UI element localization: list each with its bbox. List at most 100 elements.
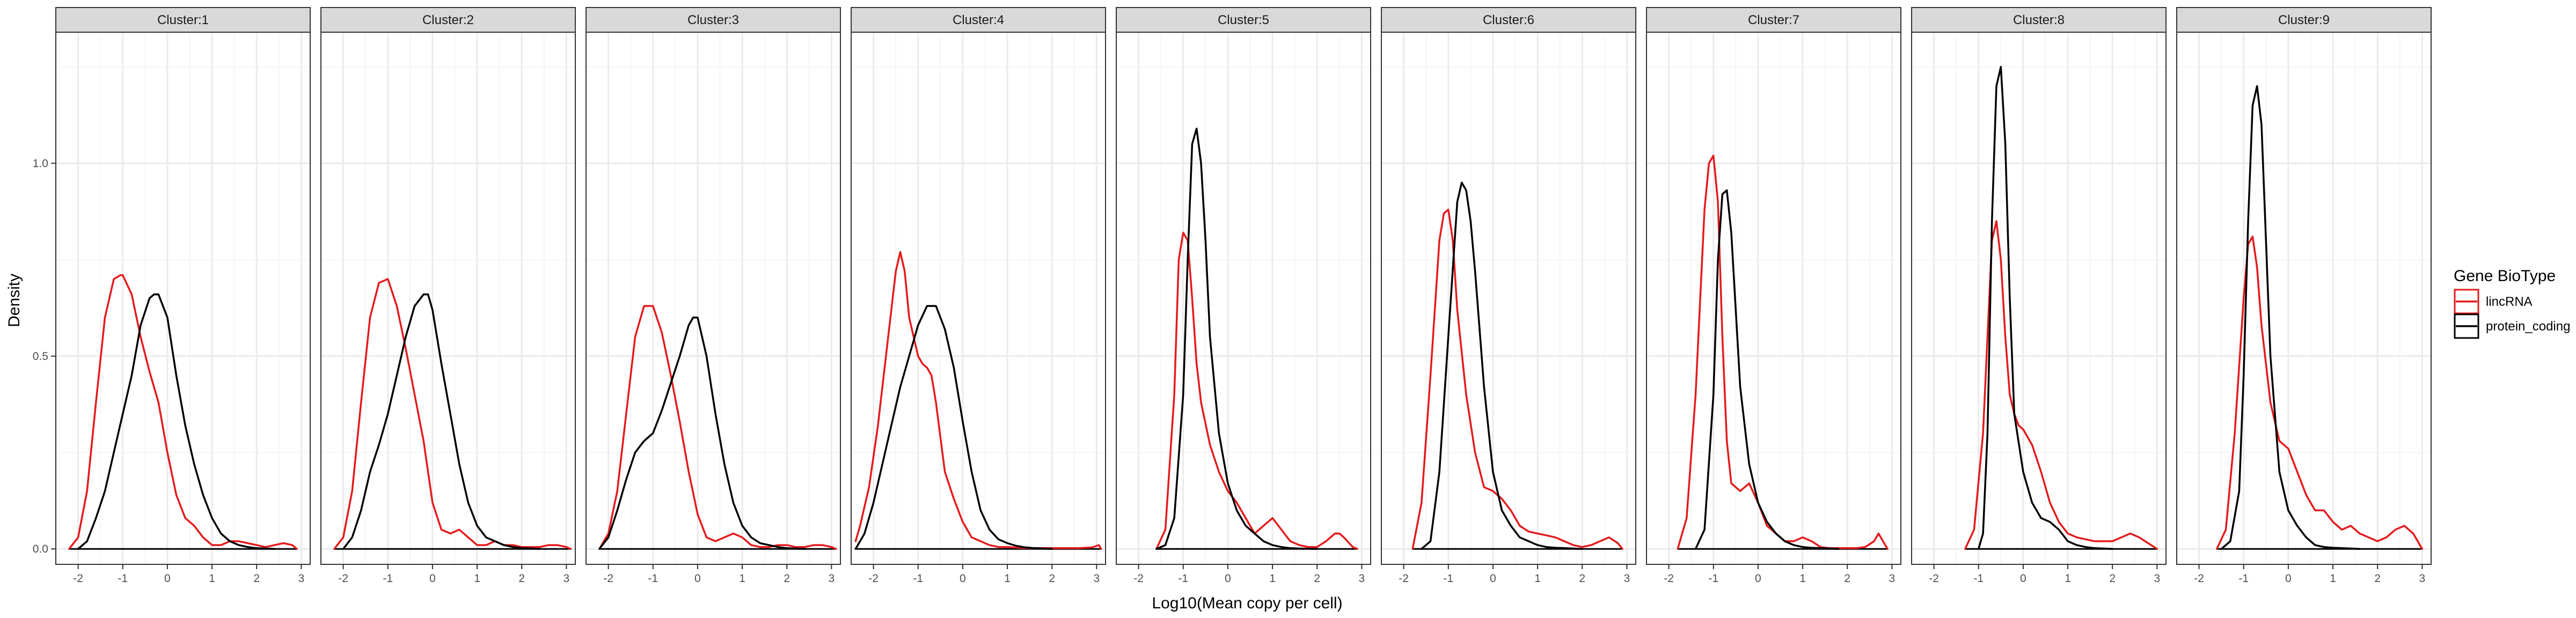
legend-label: lincRNA xyxy=(2486,295,2533,309)
facet-strip-label: Cluster:9 xyxy=(2278,13,2330,27)
panel-border xyxy=(851,32,1106,565)
facet-panel: Cluster:4 -2 -1 0 1 2 3 xyxy=(851,7,1106,585)
x-tick-label: -1 xyxy=(1708,572,1718,585)
plot-area xyxy=(56,32,310,564)
facet-panel: Cluster:6 -2 -1 0 1 2 3 xyxy=(1381,7,1636,585)
panel-border xyxy=(1646,32,1901,565)
facet-strip-label: Cluster:5 xyxy=(1218,13,1269,27)
facet-strip xyxy=(1911,7,2167,33)
density-curve-lincRNA xyxy=(2216,236,2424,550)
x-tick-label: 1 xyxy=(2330,572,2336,585)
x-tick-label: 2 xyxy=(253,572,260,585)
x-tick-label: 1 xyxy=(1004,572,1011,585)
facet-panels: Cluster:1 -2 -1 0 1 2 3 0.0 0.5 1.0 Cluster:2 -2 -1 0… xyxy=(33,7,2432,585)
x-tick-label: 3 xyxy=(2419,572,2426,585)
x-tick-label: 1 xyxy=(474,572,480,585)
density-curve-protein-coding xyxy=(854,305,1053,550)
facet-panel: Cluster:7 -2 -1 0 1 2 3 xyxy=(1646,7,1901,585)
facet-strip xyxy=(1116,7,1371,33)
x-tick-label: 3 xyxy=(298,572,305,585)
facet-strip-label: Cluster:6 xyxy=(1483,13,1534,27)
panel-border xyxy=(55,32,311,565)
facet-panel: Cluster:5 -2 -1 0 1 2 3 xyxy=(1116,7,1371,585)
density-curve-lincRNA xyxy=(1411,208,1623,550)
facet-strip xyxy=(2176,7,2432,33)
facet-strip-label: Cluster:3 xyxy=(687,13,739,27)
plot-area xyxy=(1912,32,2166,564)
x-tick-label: 0 xyxy=(429,572,436,585)
facet-strip xyxy=(320,7,576,33)
density-curve-lincRNA xyxy=(333,278,572,550)
density-curve-protein-coding xyxy=(342,293,541,550)
x-tick-label: 3 xyxy=(1359,572,1365,585)
facet-strip xyxy=(1646,7,1901,33)
x-tick-label: 0 xyxy=(2020,572,2026,585)
x-tick-label: -1 xyxy=(2238,572,2249,585)
panel-border xyxy=(586,32,841,565)
density-curve-lincRNA xyxy=(598,305,837,550)
density-curve-lincRNA xyxy=(1155,232,1358,550)
density-curve-protein-coding xyxy=(77,293,276,550)
x-tick-label: 2 xyxy=(784,572,790,585)
x-tick-label: -2 xyxy=(603,572,613,585)
facet-strip xyxy=(55,7,311,33)
y-tick-label: 0.5 xyxy=(33,350,48,363)
legend-title: Gene BioType xyxy=(2454,267,2556,285)
density-curve-protein-coding xyxy=(1155,127,1318,550)
facet-strip-label: Cluster:2 xyxy=(422,13,474,27)
x-tick-label: -1 xyxy=(913,572,923,585)
x-tick-label: 1 xyxy=(1534,572,1541,585)
x-tick-label: -1 xyxy=(1973,572,1984,585)
x-tick-label: -2 xyxy=(1399,572,1409,585)
x-tick-label: 2 xyxy=(1314,572,1320,585)
x-tick-label: -2 xyxy=(1133,572,1144,585)
y-tick-label: 0.0 xyxy=(33,543,48,555)
x-tick-label: -2 xyxy=(2194,572,2204,585)
x-tick-label: 0 xyxy=(2285,572,2292,585)
plot-area xyxy=(1116,32,1371,564)
x-tick-label: 0 xyxy=(1490,572,1496,585)
x-tick-label: 0 xyxy=(1755,572,1761,585)
x-tick-label: -2 xyxy=(1929,572,1939,585)
plot-area xyxy=(321,32,575,564)
facet-strip xyxy=(586,7,841,33)
density-curve-protein-coding xyxy=(1977,65,2113,550)
facet-panel: Cluster:1 -2 -1 0 1 2 3 0.0 0.5 1.0 xyxy=(33,7,311,585)
legend-label: protein_coding xyxy=(2486,319,2570,334)
plot-area xyxy=(1646,32,1901,564)
x-tick-label: -1 xyxy=(118,572,128,585)
plot-area xyxy=(2177,32,2431,564)
x-tick-label: -2 xyxy=(338,572,348,585)
x-tick-label: 2 xyxy=(2374,572,2381,585)
facet-panel: Cluster:9 -2 -1 0 1 2 3 xyxy=(2176,7,2432,585)
x-tick-label: -2 xyxy=(868,572,879,585)
density-curve-protein-coding xyxy=(2220,85,2361,550)
density-curve-protein-coding xyxy=(1694,189,1840,550)
density-curve-lincRNA xyxy=(68,274,298,550)
x-tick-label: 2 xyxy=(1579,572,1585,585)
x-tick-label: 3 xyxy=(829,572,835,585)
x-tick-label: 0 xyxy=(960,572,966,585)
x-tick-label: 2 xyxy=(1844,572,1850,585)
facet-strip-label: Cluster:4 xyxy=(953,13,1004,27)
panel-border xyxy=(1381,32,1636,565)
x-tick-label: 1 xyxy=(209,572,215,585)
x-axis-title: Log10(Mean copy per cell) xyxy=(1152,594,1342,612)
facet-strip-label: Cluster:7 xyxy=(1748,13,1799,27)
x-tick-label: -1 xyxy=(648,572,658,585)
x-tick-label: 3 xyxy=(1889,572,1896,585)
facet-strip-label: Cluster:8 xyxy=(2013,13,2065,27)
density-curve-lincRNA xyxy=(1964,220,2158,550)
x-tick-label: 1 xyxy=(1799,572,1806,585)
x-tick-label: 3 xyxy=(1094,572,1100,585)
density-curve-protein-coding xyxy=(1421,181,1583,550)
panel-border xyxy=(320,32,576,565)
x-tick-label: 3 xyxy=(1624,572,1630,585)
x-tick-label: 1 xyxy=(1269,572,1276,585)
density-curve-protein-coding xyxy=(598,317,806,550)
x-tick-label: 0 xyxy=(1225,572,1231,585)
x-tick-label: 1 xyxy=(2065,572,2071,585)
legend-entry: protein_coding xyxy=(2454,313,2570,339)
x-tick-label: -2 xyxy=(1664,572,1674,585)
